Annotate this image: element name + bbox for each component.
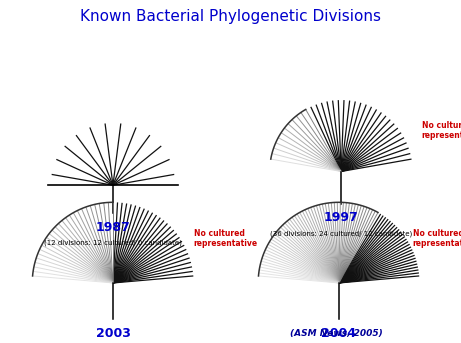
Text: 2004: 2004 — [321, 327, 356, 340]
Text: 2003: 2003 — [95, 327, 130, 340]
Text: (36 divisions: 24 cultured/ 12 candidate): (36 divisions: 24 cultured/ 12 candidate… — [270, 230, 412, 237]
Text: No cultured
representative: No cultured representative — [194, 229, 258, 248]
Text: 1997: 1997 — [324, 211, 359, 224]
Text: (ASM News, 2005): (ASM News, 2005) — [290, 329, 383, 338]
Text: (12 divisions: 12 cultured/ 0 candidate): (12 divisions: 12 cultured/ 0 candidate) — [44, 240, 182, 246]
Text: No cultured
representative: No cultured representative — [413, 229, 461, 248]
Text: 1987: 1987 — [95, 221, 130, 234]
Text: Known Bacterial Phylogenetic Divisions: Known Bacterial Phylogenetic Divisions — [80, 9, 381, 24]
Text: No cultured
representative: No cultured representative — [422, 121, 461, 140]
